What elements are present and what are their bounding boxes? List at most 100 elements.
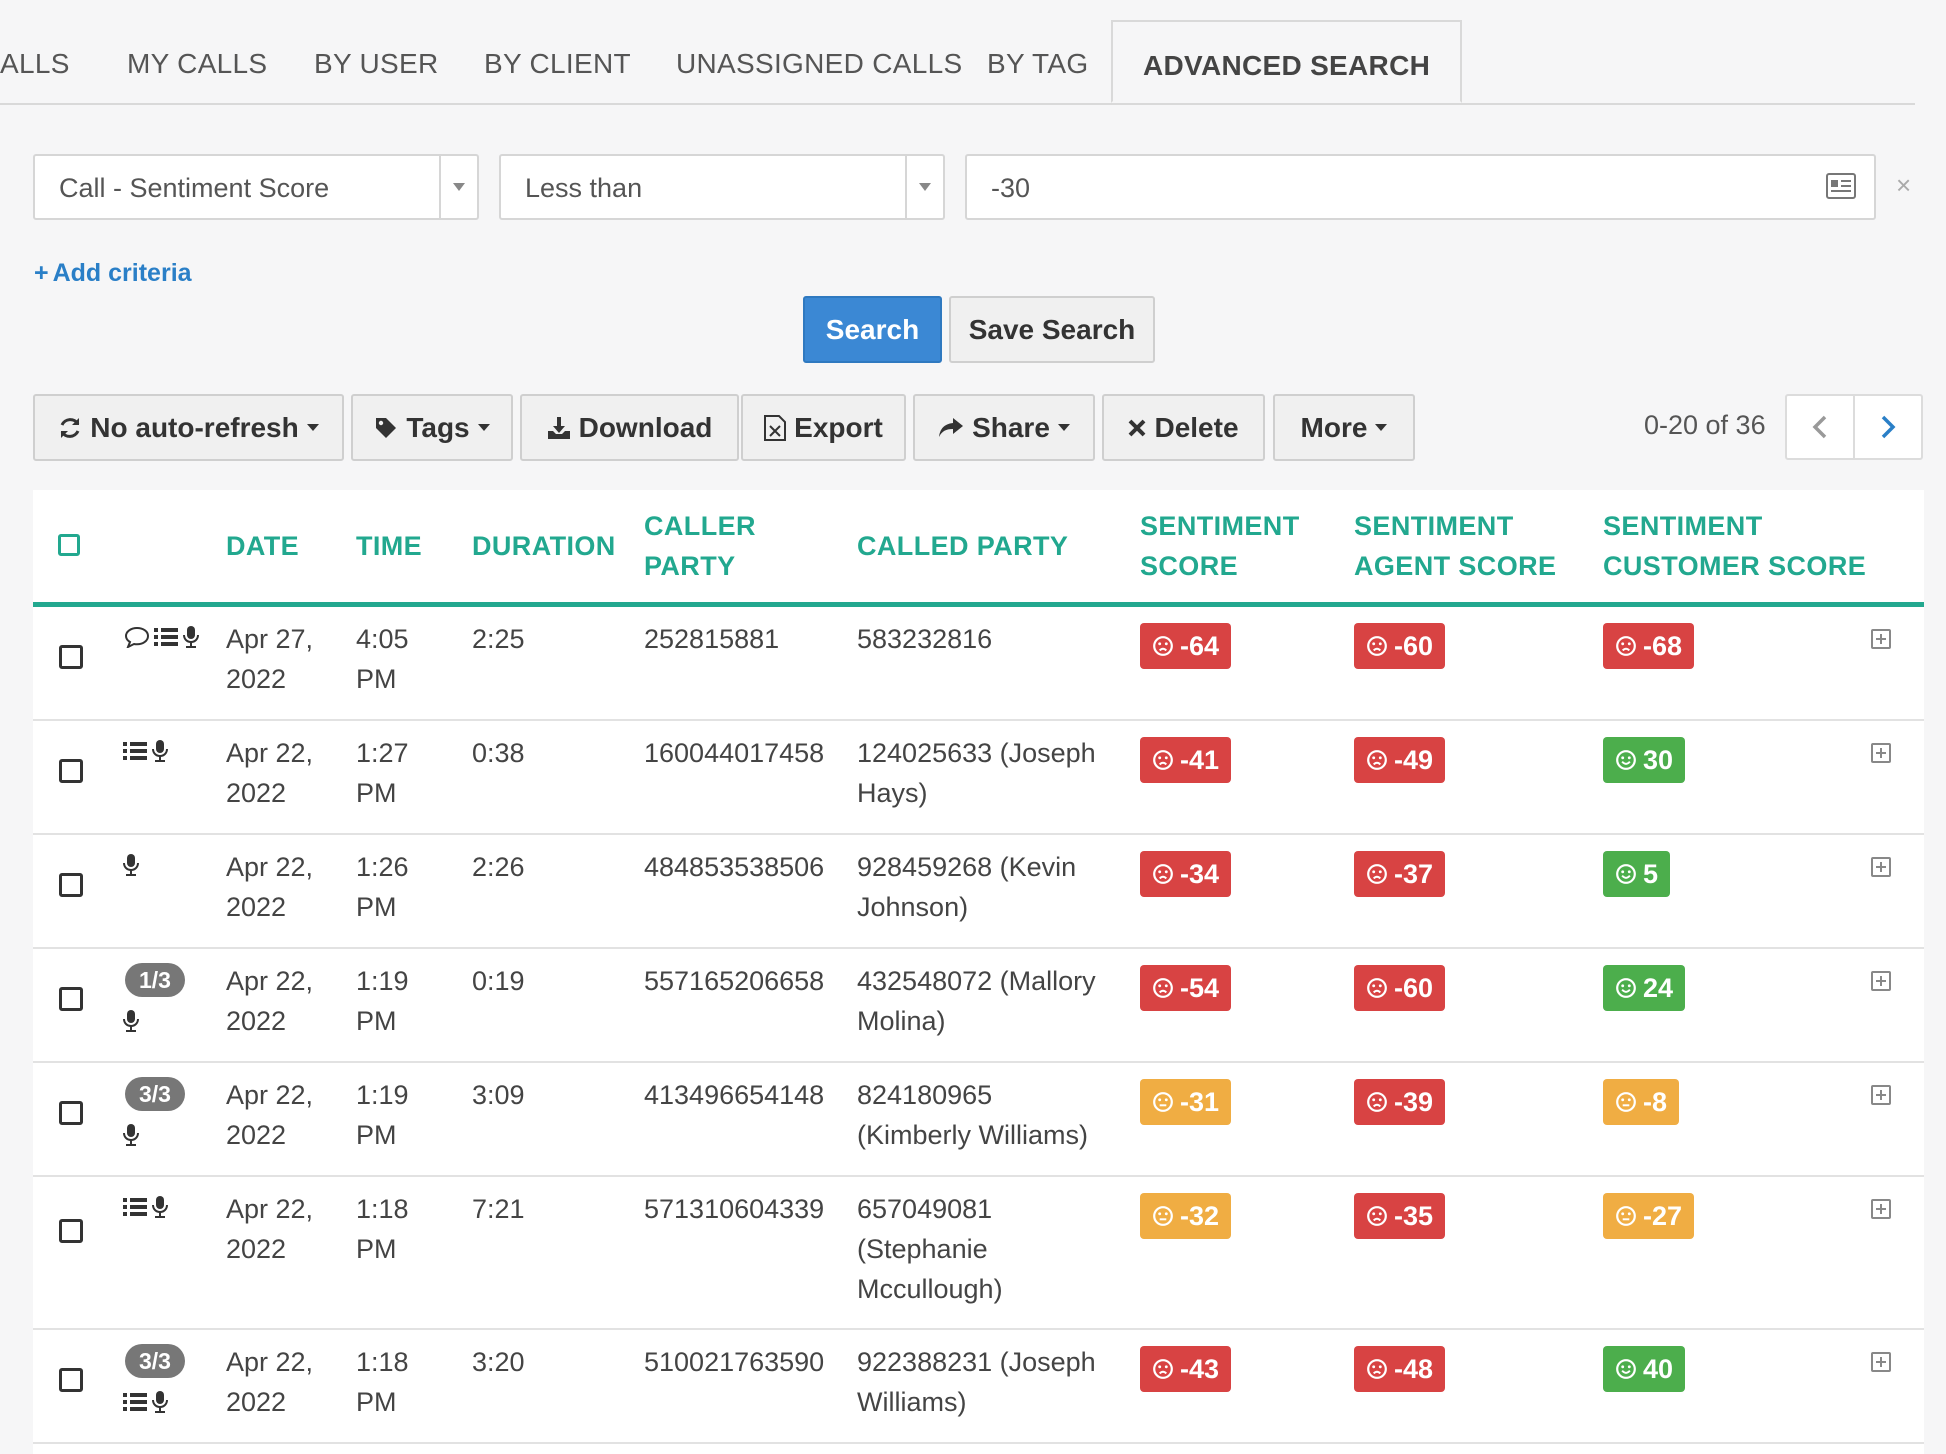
list-icon[interactable] <box>122 740 148 762</box>
row-checkbox[interactable] <box>59 873 83 897</box>
share-icon <box>938 416 964 440</box>
column-sentiment-customer-score[interactable]: SENTIMENT CUSTOMER SCORE <box>1603 506 1866 586</box>
field-select-dropdown[interactable] <box>439 156 477 218</box>
operator-select-dropdown[interactable] <box>905 156 943 218</box>
column-called-party[interactable]: CALLED PARTY <box>857 531 1069 561</box>
next-page-button[interactable] <box>1853 394 1923 460</box>
table-row[interactable]: 3/3 Apr 22, 2022 1:19 PM 3:09 413496654148 8241… <box>33 1063 1924 1177</box>
table-row[interactable]: Apr 27, 2022 4:05 PM 2:25 252815881 583232816 -… <box>33 607 1924 721</box>
tab-by-user[interactable]: BY USER <box>314 48 439 79</box>
date-line1: Apr 22, <box>226 852 314 882</box>
tab-all-calls[interactable]: ALLS <box>0 48 70 79</box>
date-line1: Apr 22, <box>226 738 314 768</box>
microphone-icon[interactable] <box>122 853 140 877</box>
duration-cell: 7:21 <box>472 1194 525 1224</box>
smile-icon <box>1616 864 1636 884</box>
more-dropdown[interactable]: More <box>1273 394 1415 461</box>
search-button[interactable]: Search <box>803 296 942 363</box>
column-duration[interactable]: DURATION <box>472 531 616 561</box>
microphone-icon[interactable] <box>151 1195 169 1219</box>
time-line1: 1:18 <box>356 1347 409 1377</box>
auto-refresh-dropdown[interactable]: No auto-refresh <box>33 394 344 461</box>
called-line1: 124025633 (Joseph <box>857 738 1096 768</box>
select-all-checkbox[interactable] <box>58 534 80 556</box>
expand-row-icon[interactable] <box>1871 971 1891 991</box>
tab-unassigned-calls[interactable]: UNASSIGNED CALLS <box>676 48 963 79</box>
tab-advanced-search[interactable]: ADVANCED SEARCH <box>1111 20 1463 103</box>
time-cell: 1:18 PM <box>356 1189 409 1269</box>
customer-score-badge: -8 <box>1603 1079 1680 1125</box>
delete-button[interactable]: Delete <box>1102 394 1265 461</box>
sentiment-score-badge: -43 <box>1140 1346 1232 1392</box>
column-caller-party[interactable]: CALLER PARTY <box>644 506 756 586</box>
remove-criteria-icon[interactable]: × <box>1896 170 1912 200</box>
tab-by-client[interactable]: BY CLIENT <box>484 48 631 79</box>
column-time[interactable]: TIME <box>356 531 423 561</box>
download-icon <box>547 416 571 440</box>
called-party-cell: 124025633 (Joseph Hays) <box>857 733 1096 813</box>
add-criteria-link[interactable]: + Add criteria <box>34 259 192 288</box>
field-select-value: Call - Sentiment Score <box>59 173 330 203</box>
field-select[interactable]: Call - Sentiment Score <box>33 154 479 220</box>
operator-select[interactable]: Less than <box>499 154 945 220</box>
save-search-button[interactable]: Save Search <box>949 296 1155 363</box>
microphone-icon[interactable] <box>122 1009 140 1033</box>
microphone-icon[interactable] <box>151 739 169 763</box>
expand-row-icon[interactable] <box>1871 1085 1891 1105</box>
column-date[interactable]: DATE <box>226 531 300 561</box>
tab-by-tag[interactable]: BY TAG <box>987 48 1089 79</box>
date-line2: 2022 <box>226 892 287 922</box>
table-row[interactable]: Apr 22, 2022 1:27 PM 0:38 160044017458 1240256… <box>33 721 1924 835</box>
row-checkbox[interactable] <box>59 759 83 783</box>
tab-my-calls[interactable]: MY CALLS <box>127 48 268 79</box>
agent-score-value: -39 <box>1394 1086 1434 1117</box>
row-checkbox[interactable] <box>59 645 83 669</box>
list-icon[interactable] <box>122 1196 148 1218</box>
table-row[interactable]: Apr 22, 2022 1:18 PM 7:21 571310604339 6570490… <box>33 1177 1924 1330</box>
microphone-icon[interactable] <box>182 625 200 649</box>
microphone-icon[interactable] <box>122 1123 140 1147</box>
list-icon[interactable] <box>122 1391 148 1413</box>
called-line1: 432548072 (Mallory <box>857 966 1096 996</box>
time-line2: PM <box>356 1120 397 1150</box>
sentiment-score-value: -43 <box>1180 1353 1220 1384</box>
column-sentiment-agent-score[interactable]: SENTIMENT AGENT SCORE <box>1354 506 1556 586</box>
call-indicators <box>122 1195 169 1219</box>
expand-row-icon[interactable] <box>1871 1199 1891 1219</box>
id-card-icon[interactable] <box>1826 173 1856 199</box>
column-sentiment-score[interactable]: SENTIMENT SCORE <box>1140 506 1300 586</box>
date-line2: 2022 <box>226 1387 287 1417</box>
expand-row-icon[interactable] <box>1871 743 1891 763</box>
row-checkbox[interactable] <box>59 1101 83 1125</box>
export-button[interactable]: Export <box>741 394 906 461</box>
table-row[interactable]: Apr 22, 2022 1:26 PM 2:26 484853538506 9284592… <box>33 835 1924 949</box>
table-row[interactable]: 3/3 Apr 22, 2022 1:18 PM 3:20 510021763590 9223… <box>33 1330 1924 1444</box>
agent-score-value: -37 <box>1394 858 1434 889</box>
expand-row-icon[interactable] <box>1871 857 1891 877</box>
row-checkbox[interactable] <box>59 1219 83 1243</box>
sentiment-score-value: -31 <box>1180 1086 1220 1117</box>
refresh-icon <box>58 416 82 440</box>
comment-icon[interactable] <box>124 626 150 648</box>
date-line1: Apr 22, <box>226 1347 314 1377</box>
frown-icon <box>1153 978 1173 998</box>
caller-party-cell: 571310604339 <box>644 1194 825 1224</box>
save-search-button-label: Save Search <box>968 313 1136 345</box>
sentiment-score-badge: -32 <box>1140 1193 1232 1239</box>
previous-page-button[interactable] <box>1785 394 1855 460</box>
value-input[interactable]: -30 <box>965 154 1876 220</box>
row-checkbox[interactable] <box>59 987 83 1011</box>
agent-score-value: -60 <box>1394 972 1434 1003</box>
tags-dropdown[interactable]: Tags <box>351 394 513 461</box>
microphone-icon[interactable] <box>151 1390 169 1414</box>
row-checkbox[interactable] <box>59 1368 83 1392</box>
share-dropdown[interactable]: Share <box>913 394 1095 461</box>
list-icon[interactable] <box>153 626 179 648</box>
time-line2: PM <box>356 664 397 694</box>
time-line2: PM <box>356 778 397 808</box>
expand-row-icon[interactable] <box>1871 1352 1891 1372</box>
download-button[interactable]: Download <box>520 394 739 461</box>
expand-row-icon[interactable] <box>1871 629 1891 649</box>
table-row[interactable]: 1/3 Apr 22, 2022 1:19 PM 0:19 557165206658 4325… <box>33 949 1924 1063</box>
column-agent-score-line2: AGENT SCORE <box>1354 551 1557 581</box>
